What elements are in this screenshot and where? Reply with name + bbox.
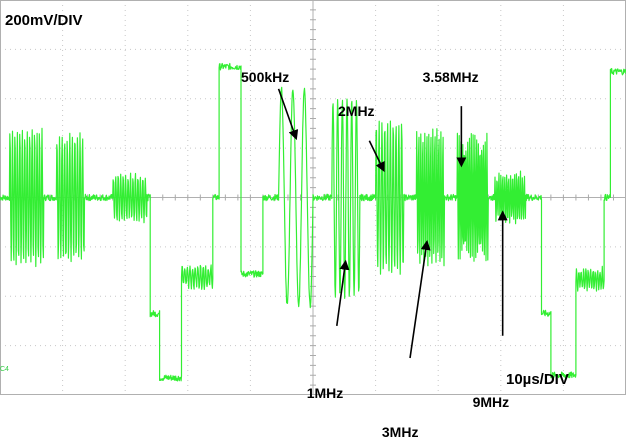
annotation-arrow: [368, 140, 385, 173]
annotation-arrows: [277, 88, 508, 359]
annotation-arrow: [409, 239, 431, 359]
horizontal-scale-label: 10µs/DIV: [506, 371, 569, 388]
vertical-scale-label: 200mV/DIV: [5, 12, 83, 29]
frequency-label: 3MHz: [381, 424, 419, 440]
frequency-label: 500kHz: [241, 68, 290, 85]
frequency-label: 1MHz: [306, 384, 344, 401]
signal-waveform: [0, 62, 626, 382]
annotation-arrow: [277, 88, 299, 141]
scope-plot: [0, 0, 626, 395]
annotation-arrow: [335, 259, 350, 326]
frequency-label: 3.58MHz: [422, 68, 479, 85]
channel-marker: C4: [0, 366, 9, 373]
signal-trace: [0, 62, 626, 382]
frequency-label: 2MHz: [338, 103, 375, 120]
frequency-label: 9MHz: [472, 394, 510, 411]
